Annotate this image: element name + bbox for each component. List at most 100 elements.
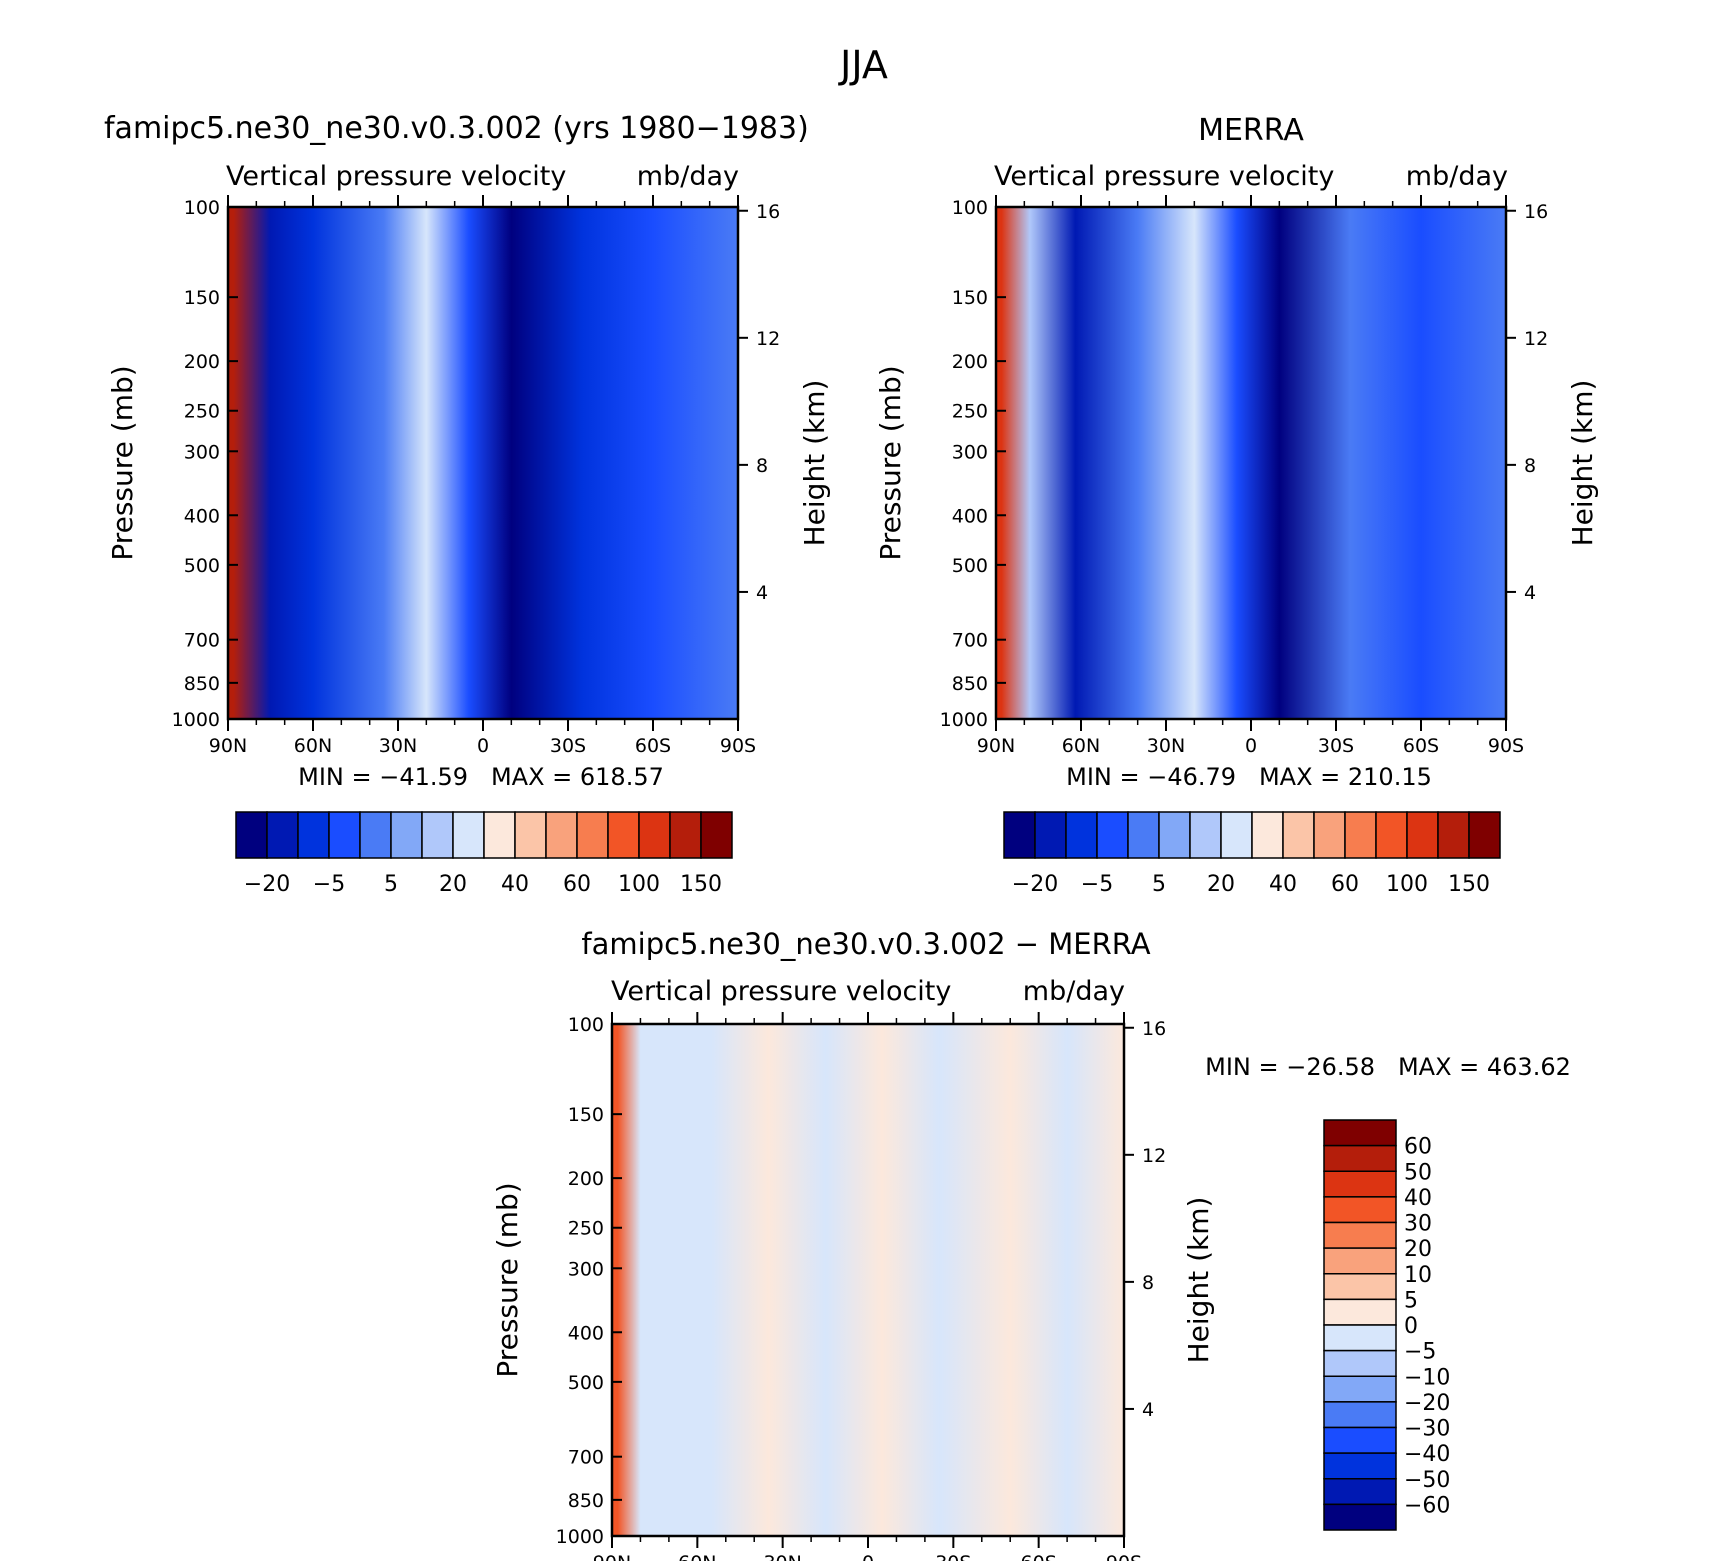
colorbar-label: 40 [1404, 1186, 1432, 1211]
min-max-stats: MIN = −41.59 MAX = 618.57 [298, 763, 664, 791]
colorbar-cell [1406, 811, 1439, 859]
colorbar-label: 40 [1269, 872, 1297, 897]
colorbar-cell [1323, 1478, 1397, 1506]
colorbar-cell [1323, 1401, 1397, 1429]
y-tick-label: 1000 [172, 709, 220, 731]
y-tick-label: 100 [568, 1014, 604, 1036]
colorbar-label: −50 [1404, 1468, 1450, 1493]
y-tick-label: 400 [568, 1322, 604, 1344]
colorbar-label: 30 [1404, 1212, 1432, 1237]
colorbar-cell [1065, 811, 1098, 859]
colorbar-label: 40 [501, 872, 529, 897]
x-tick-label: 90S [1488, 735, 1524, 757]
min-max-stats: MIN = −26.58 MAX = 463.62 [1205, 1053, 1571, 1081]
colorbar-cell [359, 811, 392, 859]
colorbar-cell [1323, 1375, 1397, 1403]
colorbar-cell [1323, 1426, 1397, 1454]
y-tick-label: 300 [952, 441, 988, 463]
x-tick-label: 0 [1245, 735, 1257, 757]
x-tick-label: 0 [862, 1552, 874, 1561]
x-tick-label: 30N [763, 1552, 801, 1561]
y-axis-label-right: Height (km) [798, 380, 831, 547]
y-tick-label: 250 [184, 401, 220, 423]
colorbar-cell [421, 811, 454, 859]
colorbar-cell [483, 811, 516, 859]
x-tick-label: 30S [550, 735, 586, 757]
panel-title: MERRA [1198, 113, 1304, 148]
y-tick-label: 300 [568, 1258, 604, 1280]
colorbar-cell [1003, 811, 1036, 859]
colorbar-label: 5 [1404, 1288, 1418, 1313]
y-tick-label: 250 [952, 401, 988, 423]
colorbar-label: −60 [1404, 1493, 1450, 1518]
y-tick-label-right: 12 [1142, 1145, 1166, 1167]
colorbar-cell [1375, 811, 1408, 859]
colorbar-cell [1251, 811, 1284, 859]
colorbar-cell [1158, 811, 1191, 859]
colorbar-label: −5 [1404, 1340, 1436, 1365]
x-tick-label: 30N [379, 735, 417, 757]
x-tick-label: 90S [1106, 1552, 1142, 1561]
colorbar-label: −5 [313, 872, 345, 897]
colorbar-cell [1323, 1170, 1397, 1198]
y-tick-label: 200 [568, 1168, 604, 1190]
colorbar: −20 −5 5 20 40 60 100 150 [1003, 811, 1501, 897]
colorbar-cell [1323, 1452, 1397, 1480]
y-axis-label-right: Height (km) [1566, 380, 1599, 547]
y-tick-labels-right: 16 12 8 4 [1506, 201, 1548, 604]
contour-plot [994, 205, 1508, 721]
y-tick-label-right: 8 [756, 455, 768, 477]
x-tick-label: 30S [1318, 735, 1354, 757]
panel-subtitle-right: mb/day [1023, 976, 1125, 1007]
colorbar-label: −20 [244, 872, 290, 897]
colorbar-label: −5 [1081, 872, 1113, 897]
colorbar-cell [1189, 811, 1222, 859]
contour-plot [610, 1022, 1126, 1538]
x-tick-label: 60N [294, 735, 332, 757]
colorbar-cell [638, 811, 671, 859]
x-tick-label: 0 [477, 735, 489, 757]
contour-field [228, 207, 738, 719]
colorbar-cell [1323, 1298, 1397, 1326]
colorbar-label: −40 [1404, 1442, 1450, 1467]
colorbar-cell [1323, 1503, 1397, 1531]
colorbar-label: −30 [1404, 1417, 1450, 1442]
panel-subtitle-left: Vertical pressure velocity [226, 161, 566, 192]
figure-title: JJA [838, 43, 888, 87]
y-tick-label: 500 [568, 1372, 604, 1394]
colorbar-cell [297, 811, 330, 859]
y-tick-labels-right: 16 12 8 4 [1124, 1018, 1166, 1421]
colorbar-cell [1323, 1221, 1397, 1249]
colorbar-cell [1220, 811, 1253, 859]
y-tick-label-right: 16 [1142, 1018, 1166, 1040]
y-axis-label: Pressure (mb) [106, 365, 139, 560]
x-tick-label: 90S [720, 735, 756, 757]
colorbar-label: −20 [1404, 1391, 1450, 1416]
y-tick-label: 700 [568, 1447, 604, 1469]
x-tick-label: 60S [1021, 1552, 1057, 1561]
y-tick-label-right: 8 [1524, 455, 1536, 477]
contour-field [996, 207, 1506, 719]
x-tick-label: 60S [1403, 735, 1439, 757]
colorbar-cell [390, 811, 423, 859]
colorbar-cell [1323, 1247, 1397, 1275]
x-tick-label: 90N [593, 1552, 631, 1561]
colorbar-label: −20 [1012, 872, 1058, 897]
colorbar-cell [1323, 1273, 1397, 1301]
panel-subtitle-right: mb/day [1406, 161, 1508, 192]
panel-merra: MERRA Vertical pressure velocity mb/day … [874, 113, 1599, 897]
contour-plot [226, 205, 740, 721]
colorbar-cell [576, 811, 609, 859]
y-tick-label: 400 [184, 505, 220, 527]
y-tick-label: 250 [568, 1218, 604, 1240]
y-tick-label: 850 [952, 673, 988, 695]
colorbar-label: 150 [1448, 872, 1490, 897]
y-tick-label-right: 4 [1142, 1399, 1154, 1421]
contour-field [612, 1024, 1124, 1536]
y-tick-label: 100 [184, 197, 220, 219]
x-tick-label: 60N [1062, 735, 1100, 757]
colorbar-cell [1323, 1144, 1397, 1172]
y-tick-label-right: 8 [1142, 1272, 1154, 1294]
